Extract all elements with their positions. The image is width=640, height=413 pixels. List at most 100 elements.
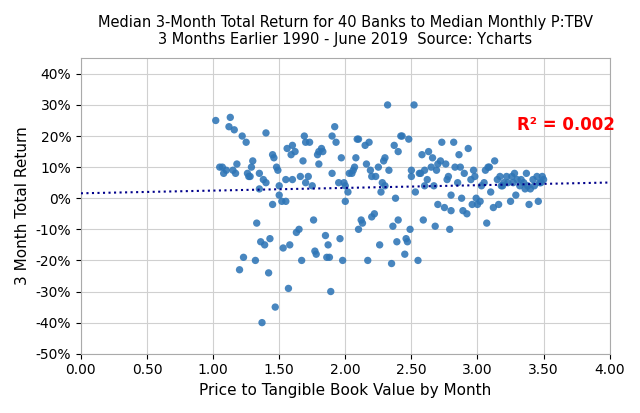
Point — [246, 164, 257, 171]
Point — [397, 133, 407, 139]
Point — [261, 179, 271, 186]
Point — [449, 139, 459, 145]
Point — [393, 148, 403, 155]
Point — [433, 161, 443, 167]
Point — [349, 164, 360, 171]
Point — [337, 257, 348, 264]
Point — [360, 142, 371, 149]
Point — [523, 183, 533, 189]
Point — [484, 164, 495, 171]
Point — [270, 304, 280, 311]
Point — [495, 173, 505, 180]
Point — [520, 185, 530, 192]
X-axis label: Price to Tangible Book Value by Month: Price to Tangible Book Value by Month — [199, 383, 492, 398]
Point — [414, 170, 424, 177]
Point — [483, 164, 493, 171]
Point — [419, 183, 429, 189]
Point — [214, 164, 225, 171]
Point — [340, 183, 351, 189]
Point — [462, 211, 472, 217]
Point — [287, 142, 298, 149]
Point — [455, 164, 465, 171]
Point — [274, 192, 284, 198]
Point — [261, 130, 271, 136]
Point — [291, 229, 301, 236]
Title: Median 3-Month Total Return for 40 Banks to Median Monthly P:TBV
3 Months Earlie: Median 3-Month Total Return for 40 Banks… — [98, 15, 593, 47]
Point — [357, 220, 367, 226]
Point — [418, 217, 428, 223]
Point — [445, 226, 455, 233]
Point — [506, 198, 516, 205]
Point — [284, 285, 294, 292]
Point — [384, 167, 394, 173]
Point — [463, 145, 474, 152]
Y-axis label: 3 Month Total Return: 3 Month Total Return — [15, 127, 30, 285]
Point — [237, 133, 247, 139]
Point — [218, 170, 228, 177]
Point — [472, 201, 483, 208]
Point — [371, 173, 381, 180]
Point — [492, 176, 502, 183]
Point — [348, 167, 358, 173]
Point — [276, 198, 287, 205]
Point — [409, 102, 419, 108]
Point — [496, 183, 506, 189]
Point — [515, 183, 525, 189]
Point — [431, 167, 442, 173]
Point — [377, 179, 387, 186]
Point — [389, 142, 399, 149]
Point — [433, 201, 443, 208]
Point — [524, 201, 534, 208]
Point — [336, 154, 346, 161]
Point — [282, 145, 292, 152]
Point — [454, 152, 464, 158]
Point — [458, 207, 468, 214]
Point — [470, 173, 480, 180]
Point — [312, 152, 323, 158]
Point — [248, 158, 258, 164]
Point — [374, 242, 385, 248]
Point — [442, 176, 452, 183]
Point — [255, 238, 266, 245]
Point — [229, 126, 239, 133]
Point — [406, 173, 417, 180]
Point — [537, 173, 547, 180]
Point — [419, 167, 429, 173]
Point — [303, 173, 314, 180]
Point — [317, 148, 328, 155]
Point — [260, 242, 270, 248]
Point — [471, 195, 481, 202]
Point — [435, 158, 445, 164]
Point — [299, 133, 309, 139]
Point — [392, 238, 402, 245]
Point — [305, 139, 315, 145]
Point — [387, 260, 397, 267]
Point — [380, 154, 390, 161]
Point — [479, 179, 489, 186]
Point — [331, 139, 341, 145]
Point — [301, 179, 311, 186]
Point — [310, 248, 320, 254]
Point — [330, 123, 340, 130]
Point — [410, 189, 420, 195]
Point — [333, 179, 344, 186]
Point — [532, 173, 542, 180]
Point — [468, 167, 479, 173]
Point — [234, 266, 244, 273]
Point — [422, 176, 433, 183]
Point — [367, 214, 377, 220]
Point — [444, 173, 454, 180]
Point — [254, 185, 264, 192]
Point — [393, 217, 403, 223]
Point — [287, 176, 298, 183]
Point — [499, 179, 509, 186]
Point — [278, 244, 288, 251]
Point — [340, 198, 351, 205]
Point — [486, 189, 496, 195]
Point — [522, 170, 532, 177]
Point — [480, 167, 490, 173]
Point — [446, 207, 456, 214]
Point — [502, 173, 512, 180]
Point — [456, 195, 467, 202]
Point — [344, 170, 355, 177]
